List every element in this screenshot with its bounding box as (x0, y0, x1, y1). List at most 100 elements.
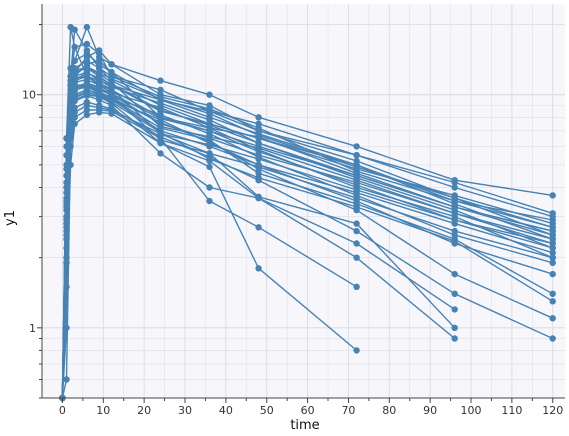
x-tick-label: 40 (219, 404, 233, 417)
data-point (549, 231, 556, 239)
data-point (71, 26, 78, 33)
data-point (71, 120, 78, 128)
data-point (451, 238, 458, 245)
data-point (206, 127, 213, 134)
data-point (549, 259, 556, 266)
series-31 (59, 109, 360, 402)
x-tick-label: 0 (59, 404, 66, 417)
data-point (206, 163, 213, 171)
data-point (549, 224, 556, 231)
data-point (549, 254, 556, 261)
data-point (451, 203, 458, 211)
data-point (353, 283, 360, 290)
data-point (108, 85, 115, 93)
data-point (353, 152, 360, 159)
data-point (255, 139, 262, 147)
x-axis-title: time (290, 418, 319, 433)
data-point (83, 92, 91, 99)
data-point (549, 315, 556, 322)
data-point (83, 111, 91, 119)
data-point (108, 81, 115, 88)
data-point (108, 94, 115, 102)
data-point (549, 240, 556, 247)
data-point (206, 150, 213, 157)
x-tick-label: 60 (301, 404, 315, 417)
data-point (206, 138, 213, 145)
data-point (96, 74, 103, 82)
data-point (353, 206, 360, 214)
data-point (108, 61, 115, 68)
data-point (108, 75, 115, 83)
data-point (353, 220, 360, 227)
data-point (451, 184, 458, 191)
y-tick-label: 10 (22, 89, 36, 102)
data-point (157, 130, 164, 137)
x-tick-label: 30 (178, 404, 192, 417)
data-point (549, 270, 556, 278)
data-point (353, 347, 360, 354)
data-point (353, 186, 360, 194)
data-point (83, 106, 91, 114)
data-point (63, 283, 70, 290)
data-point (353, 254, 360, 261)
data-point (451, 324, 458, 331)
data-point (83, 23, 91, 31)
y-tick-label: 1 (29, 322, 36, 335)
data-point (83, 81, 91, 89)
data-point (71, 76, 78, 83)
data-point (451, 216, 458, 224)
data-point (157, 139, 164, 147)
data-point (549, 244, 556, 252)
data-point (451, 290, 458, 297)
data-point (549, 249, 556, 256)
data-point (83, 50, 91, 57)
data-point (71, 87, 78, 94)
data-point (255, 177, 262, 184)
data-point (71, 57, 78, 64)
data-point (451, 227, 458, 235)
plot-background (42, 4, 565, 398)
data-point (353, 227, 360, 235)
data-point (206, 184, 213, 191)
data-point (451, 177, 458, 184)
data-point (255, 148, 262, 155)
data-point (353, 177, 360, 184)
data-point (83, 57, 91, 64)
data-point (549, 192, 556, 199)
x-tick-label: 90 (423, 404, 437, 417)
data-point (353, 240, 360, 247)
data-point (71, 114, 78, 121)
data-point (83, 69, 91, 77)
data-point (96, 69, 103, 77)
data-point (549, 335, 556, 342)
data-point (83, 40, 91, 48)
data-point (549, 298, 556, 305)
x-tick-label: 10 (96, 404, 110, 417)
data-point (108, 68, 115, 76)
x-tick-label: 110 (501, 404, 522, 417)
data-point (255, 124, 262, 132)
data-point (451, 270, 458, 278)
data-point (157, 95, 164, 103)
data-point (549, 216, 556, 224)
data-point (451, 335, 458, 342)
series-layer (59, 23, 556, 402)
x-tick-label: 80 (382, 404, 396, 417)
data-point (206, 157, 213, 165)
data-point (108, 102, 115, 109)
x-tick-label: 70 (341, 404, 355, 417)
data-point (255, 193, 262, 200)
data-point (206, 122, 213, 129)
data-point (96, 61, 103, 68)
data-point (255, 155, 262, 163)
data-point (71, 97, 78, 105)
data-point (71, 109, 78, 116)
data-point (157, 106, 164, 114)
data-point (206, 110, 213, 117)
data-point (206, 91, 213, 98)
data-point (83, 63, 91, 70)
data-point (96, 47, 103, 54)
data-point (255, 165, 262, 173)
